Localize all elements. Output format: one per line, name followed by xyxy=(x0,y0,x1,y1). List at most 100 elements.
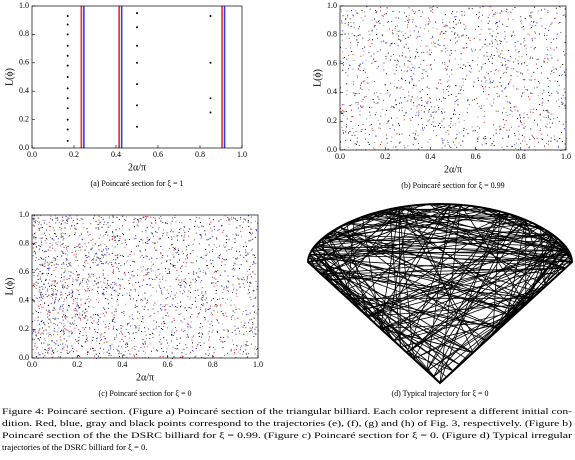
texture-dot xyxy=(379,10,381,12)
texture-dot xyxy=(478,70,480,72)
texture-dot xyxy=(103,312,105,314)
texture-dot xyxy=(467,99,469,101)
texture-dot xyxy=(54,298,56,300)
texture-dot xyxy=(386,7,388,9)
texture-dot xyxy=(421,72,423,74)
texture-dot xyxy=(542,93,544,95)
texture-dot xyxy=(46,273,48,275)
texture-dot xyxy=(208,339,210,341)
texture-dot xyxy=(436,7,438,9)
texture-dot xyxy=(53,352,55,354)
texture-dot xyxy=(201,236,203,238)
texture-dot xyxy=(561,103,563,105)
texture-dot xyxy=(211,320,213,322)
texture-dot xyxy=(128,229,130,231)
texture-dot xyxy=(187,323,189,325)
texture-dot xyxy=(400,40,402,42)
texture-dot xyxy=(495,23,497,25)
texture-dot xyxy=(203,296,205,298)
texture-dot xyxy=(120,324,122,326)
texture-dot xyxy=(169,295,171,297)
texture-dot xyxy=(61,297,63,299)
texture-dot xyxy=(434,106,436,108)
texture-dot xyxy=(72,291,74,293)
texture-dot xyxy=(93,280,95,282)
texture-dot xyxy=(413,137,415,139)
texture-dot xyxy=(88,290,90,292)
texture-dot xyxy=(180,228,182,230)
texture-dot xyxy=(38,273,40,275)
texture-dot xyxy=(40,227,42,229)
texture-dot xyxy=(80,233,82,235)
texture-dot xyxy=(346,16,348,18)
texture-dot xyxy=(435,87,437,89)
texture-dot xyxy=(54,330,56,332)
texture-dot xyxy=(409,68,411,70)
texture-dot xyxy=(185,353,187,355)
texture-dot xyxy=(59,344,61,346)
texture-dot xyxy=(523,122,525,124)
texture-dot xyxy=(471,50,473,52)
texture-dot xyxy=(200,336,202,338)
texture-dot xyxy=(72,347,74,349)
texture-dot xyxy=(444,33,446,35)
texture-dot xyxy=(125,303,127,305)
texture-dot xyxy=(36,346,38,348)
texture-dot xyxy=(53,307,55,309)
texture-dot xyxy=(351,134,353,136)
texture-dot xyxy=(445,24,447,26)
texture-dot xyxy=(242,283,244,285)
texture-dot xyxy=(383,99,385,101)
texture-dot xyxy=(107,222,109,224)
texture-dot xyxy=(519,114,521,116)
texture-dot xyxy=(169,259,171,261)
texture-dot xyxy=(183,279,185,281)
texture-dot xyxy=(47,352,49,354)
texture-dot xyxy=(476,132,478,134)
texture-dot xyxy=(112,269,114,271)
texture-dot xyxy=(565,138,567,140)
texture-dot xyxy=(138,329,140,331)
texture-dot xyxy=(79,283,81,285)
texture-dot xyxy=(175,306,177,308)
texture-dot xyxy=(128,280,130,282)
texture-dot xyxy=(221,323,223,325)
texture-dot xyxy=(69,264,71,266)
texture-dot xyxy=(407,21,409,23)
texture-dot xyxy=(479,105,481,107)
texture-dot xyxy=(97,355,99,357)
texture-dot xyxy=(49,229,51,231)
texture-dot xyxy=(446,89,448,91)
texture-dot xyxy=(348,54,350,56)
texture-dot xyxy=(117,294,119,296)
texture-dot xyxy=(530,109,532,111)
texture-dot xyxy=(415,134,417,136)
texture-dot xyxy=(152,278,154,280)
texture-dot xyxy=(159,237,161,239)
section-dot xyxy=(66,14,69,17)
texture-dot xyxy=(152,242,154,244)
x-tick-label: 0.4 xyxy=(111,150,121,159)
texture-dot xyxy=(129,353,131,355)
texture-dot xyxy=(63,263,65,265)
texture-dot xyxy=(448,85,450,87)
trajectory-segment xyxy=(393,213,510,341)
texture-dot xyxy=(428,17,430,19)
texture-dot xyxy=(544,145,546,147)
texture-dot xyxy=(349,131,351,133)
texture-dot xyxy=(181,357,183,359)
texture-dot xyxy=(253,290,255,292)
texture-dot xyxy=(450,94,452,96)
texture-dot xyxy=(369,33,371,35)
texture-dot xyxy=(68,271,70,273)
texture-dot xyxy=(33,215,35,217)
texture-dot xyxy=(445,131,447,133)
texture-dot xyxy=(54,259,56,261)
texture-dot xyxy=(493,73,495,75)
texture-dot xyxy=(215,304,217,306)
texture-dot xyxy=(390,55,392,57)
texture-dot xyxy=(213,355,215,357)
texture-dot xyxy=(118,345,120,347)
texture-dot xyxy=(445,30,447,32)
texture-dot xyxy=(368,134,370,136)
